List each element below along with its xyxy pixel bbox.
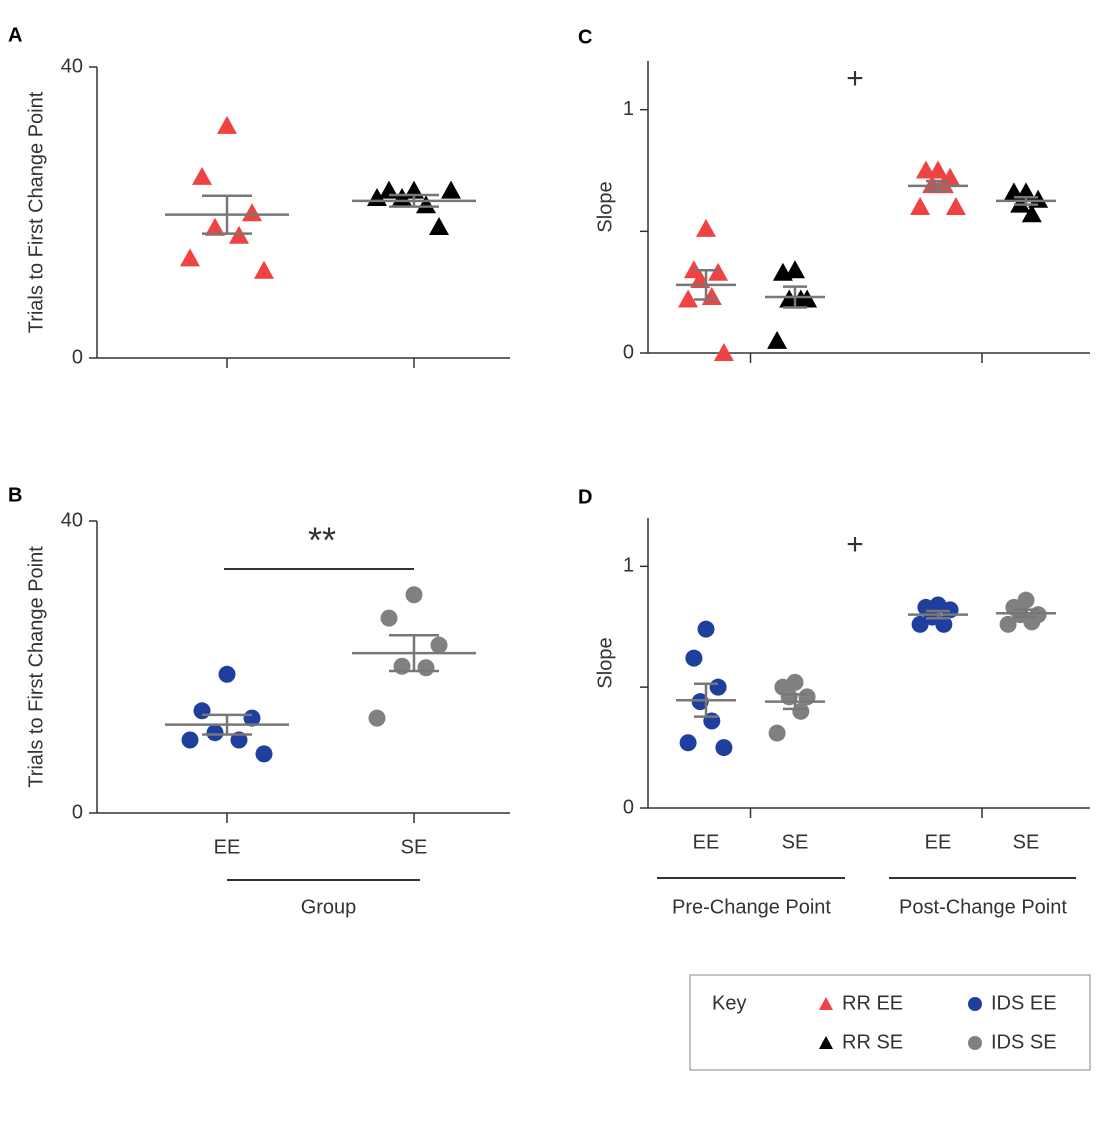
marker <box>715 739 733 757</box>
marker <box>218 665 236 683</box>
marker <box>708 262 729 281</box>
key-label: IDS SE <box>991 1031 1057 1053</box>
x-tick-label: EE <box>925 831 952 853</box>
key-title: Key <box>712 992 746 1014</box>
key-marker <box>968 1036 982 1050</box>
key-marker <box>968 997 982 1011</box>
key-label: RR EE <box>842 992 903 1014</box>
key-label: RR SE <box>842 1031 903 1053</box>
panel-letter: D <box>578 486 592 508</box>
marker <box>768 724 786 742</box>
marker <box>380 609 398 627</box>
marker <box>785 260 805 279</box>
marker <box>405 586 423 604</box>
x-tick-label: SE <box>401 836 428 858</box>
marker <box>910 197 931 215</box>
marker <box>368 709 386 727</box>
key-box <box>689 974 1091 1071</box>
marker <box>709 678 727 696</box>
y-axis-label: Trials to First Change Point <box>25 91 47 333</box>
sem-bar <box>1014 196 1038 206</box>
group-label: Pre-Change Point <box>672 896 831 918</box>
y-tick-label: 0 <box>72 801 83 823</box>
y-tick-label: 0 <box>623 796 634 818</box>
marker <box>678 289 699 308</box>
marker <box>242 203 262 222</box>
key-marker <box>819 997 833 1010</box>
y-axis-label: Slope <box>594 181 616 232</box>
marker <box>1021 204 1042 223</box>
sem-bar <box>783 285 807 309</box>
marker <box>1028 189 1049 208</box>
marker <box>205 217 225 236</box>
marker <box>192 166 212 185</box>
panel-letter: C <box>578 26 592 48</box>
sem-bar <box>783 693 807 711</box>
sem-bar <box>1014 608 1038 619</box>
sem-bar <box>202 194 252 235</box>
sem-bar <box>389 193 439 208</box>
x-axis-label: Group <box>301 896 357 918</box>
marker <box>429 217 449 236</box>
marker <box>697 620 715 638</box>
y-tick-label: 1 <box>623 98 634 120</box>
panel-letter: A <box>8 24 22 46</box>
y-axis-label: Slope <box>594 637 616 688</box>
marker <box>206 724 224 742</box>
sem-bar <box>926 609 950 620</box>
marker <box>255 745 273 763</box>
marker <box>430 636 448 654</box>
marker <box>679 734 697 752</box>
marker <box>180 248 200 267</box>
annotation: ** <box>308 520 336 561</box>
marker <box>1003 182 1024 201</box>
marker <box>417 659 435 677</box>
marker <box>999 615 1017 633</box>
y-tick-label: 40 <box>61 55 83 77</box>
marker <box>441 180 461 199</box>
marker <box>915 160 936 179</box>
group-label: Post-Change Point <box>899 896 1067 918</box>
marker <box>696 218 716 237</box>
marker <box>691 693 709 711</box>
marker <box>713 343 734 361</box>
y-tick-label: 0 <box>72 346 83 368</box>
marker <box>416 195 436 214</box>
key-marker <box>819 1036 833 1049</box>
annotation: + <box>846 62 864 95</box>
y-tick-label: 1 <box>623 555 634 577</box>
panel-letter: B <box>8 484 22 506</box>
y-axis-label: Trials to First Change Point <box>25 546 47 788</box>
key-label: IDS EE <box>991 992 1057 1014</box>
y-tick-label: 0 <box>623 341 634 363</box>
marker <box>792 702 810 720</box>
x-tick-label: SE <box>782 831 809 853</box>
marker <box>193 702 211 720</box>
x-tick-label: EE <box>693 831 720 853</box>
marker <box>181 731 199 749</box>
marker <box>254 260 274 279</box>
x-tick-label: SE <box>1013 831 1040 853</box>
sem-bar <box>926 179 950 192</box>
y-tick-label: 40 <box>61 509 83 531</box>
sem-bar <box>202 713 252 736</box>
annotation: + <box>846 528 864 561</box>
marker <box>911 615 929 633</box>
marker <box>685 649 703 667</box>
marker <box>772 262 793 281</box>
sem-bar <box>694 682 718 718</box>
marker <box>767 330 788 349</box>
marker <box>945 197 966 215</box>
marker <box>217 115 237 134</box>
sem-bar <box>389 633 439 673</box>
marker <box>935 615 953 633</box>
sem-bar <box>694 269 718 301</box>
x-tick-label: EE <box>214 836 241 858</box>
